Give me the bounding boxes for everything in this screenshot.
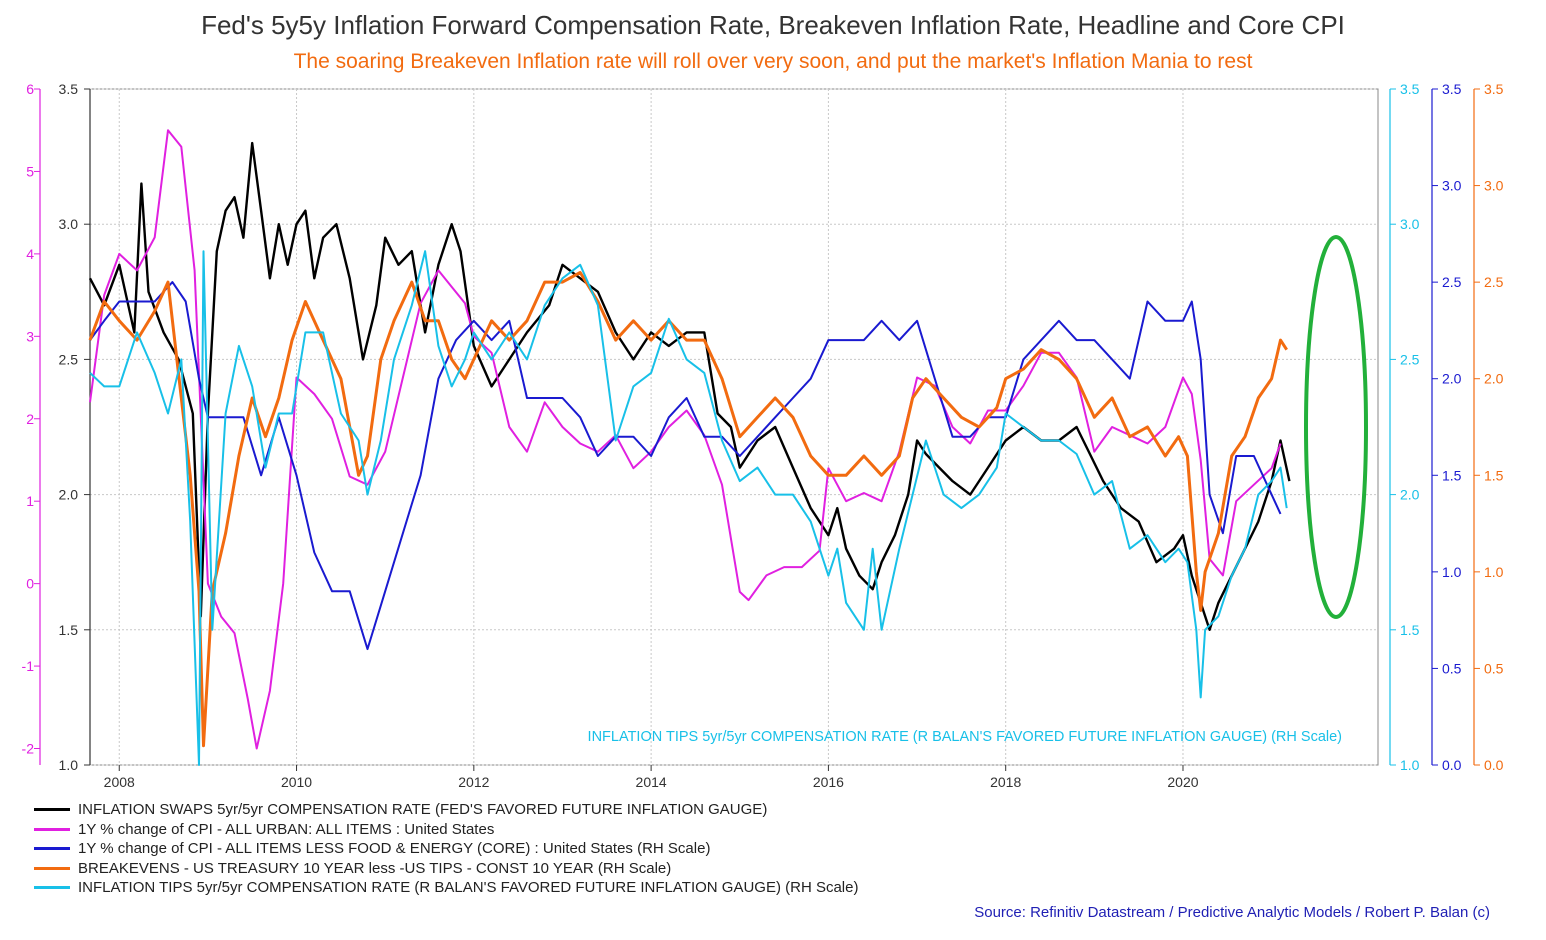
x-tick-label: 2018 [990, 774, 1021, 790]
x-tick-label: 2016 [813, 774, 844, 790]
legend-item: 1Y % change of CPI - ALL URBAN: ALL ITEM… [34, 820, 858, 840]
right_core-tick-label: 1.0 [1442, 564, 1462, 580]
source-note: Source: Refinitiv Datastream / Predictiv… [974, 904, 1490, 921]
right_tips-tick-label: 1.0 [1400, 757, 1420, 773]
left_secondary-tick-label: -1 [22, 658, 35, 674]
right_breakeven-tick-label: 1.0 [1484, 564, 1504, 580]
right_breakeven-tick-label: 0.0 [1484, 757, 1504, 773]
legend-label: INFLATION TIPS 5yr/5yr COMPENSATION RATE… [78, 879, 859, 897]
chart-canvas: 2008 2010 2012 2014 2016 2018 20201.01.52.02.5… [22, 81, 1504, 790]
series-line-5 [89, 250, 1288, 766]
left_secondary-tick-label: 0 [26, 576, 34, 592]
right_tips-tick-label: 2.5 [1400, 351, 1420, 367]
tips-annotation: INFLATION TIPS 5yr/5yr COMPENSATION RATE… [588, 729, 1342, 745]
legend-swatch [34, 866, 70, 870]
plot-frame [89, 88, 1379, 766]
x-tick-label: 2020 [1167, 774, 1198, 790]
right_breakeven-tick-label: 2.0 [1484, 371, 1504, 387]
right_core-tick-label: 3.0 [1442, 178, 1462, 194]
highlight-ellipse [1304, 235, 1368, 619]
right_core-tick-label: 0.5 [1442, 660, 1462, 676]
right_core-tick-label: 0.0 [1442, 757, 1462, 773]
legend-item: 1Y % change of CPI - ALL ITEMS LESS FOOD… [34, 839, 858, 859]
legend-label: 1Y % change of CPI - ALL ITEMS LESS FOOD… [78, 840, 711, 858]
left_primary-tick-label: 3.0 [59, 216, 79, 232]
right_breakeven-tick-label: 3.5 [1484, 81, 1504, 97]
right_breakeven-tick-label: 1.5 [1484, 467, 1504, 483]
legend-swatch [34, 808, 70, 812]
x-tick-label: 2012 [458, 774, 489, 790]
series-line-4 [88, 271, 1288, 748]
right_tips-tick-label: 3.5 [1400, 81, 1420, 97]
left_secondary-tick-label: 3 [26, 328, 34, 344]
series-line-2 [89, 129, 1282, 750]
left_primary-tick-label: 3.5 [59, 81, 79, 97]
chart-title: Fed's 5y5y Inflation Forward Compensatio… [201, 10, 1345, 40]
right_core-tick-label: 2.0 [1442, 371, 1462, 387]
legend-label: BREAKEVENS - US TREASURY 10 YEAR less -U… [78, 859, 672, 877]
x-tick-label: 2010 [281, 774, 312, 790]
left_secondary-tick-label: 5 [26, 163, 34, 179]
series-lines [88, 129, 1291, 766]
left_secondary-tick-label: 2 [26, 411, 34, 427]
left_primary-tick-label: 1.5 [59, 622, 79, 638]
left_primary-tick-label: 1.0 [59, 757, 79, 773]
legend-label: 1Y % change of CPI - ALL URBAN: ALL ITEM… [78, 820, 495, 838]
right_tips-tick-label: 2.0 [1400, 487, 1420, 503]
left_secondary-tick-label: 4 [26, 246, 34, 262]
right_core-tick-label: 3.5 [1442, 81, 1462, 97]
left_secondary-tick-label: 6 [26, 81, 34, 97]
legend-label: INFLATION SWAPS 5yr/5yr COMPENSATION RAT… [78, 801, 768, 819]
right_tips-tick-label: 1.5 [1400, 622, 1420, 638]
x-tick-label: 2014 [636, 774, 667, 790]
highlight-ellipse-layer [1304, 235, 1368, 619]
left_primary-tick-label: 2.0 [59, 487, 79, 503]
right_core-tick-label: 1.5 [1442, 467, 1462, 483]
right_breakeven-tick-label: 2.5 [1484, 274, 1504, 290]
left_secondary-tick-label: 1 [26, 493, 34, 509]
legend-swatch [34, 827, 70, 831]
x-tick-label: 2008 [104, 774, 135, 790]
chart-subtitle: The soaring Breakeven Inflation rate wil… [293, 50, 1253, 73]
right_tips-tick-label: 3.0 [1400, 216, 1420, 232]
gridlines [89, 88, 1379, 766]
legend: INFLATION SWAPS 5yr/5yr COMPENSATION RAT… [34, 800, 858, 898]
legend-swatch [34, 847, 70, 851]
series-line-1 [88, 141, 1291, 631]
legend-swatch [34, 886, 70, 890]
legend-item: BREAKEVENS - US TREASURY 10 YEAR less -U… [34, 859, 858, 879]
legend-item: INFLATION SWAPS 5yr/5yr COMPENSATION RAT… [34, 800, 858, 820]
right_breakeven-tick-label: 3.0 [1484, 178, 1504, 194]
right_breakeven-tick-label: 0.5 [1484, 660, 1504, 676]
axes: 2008 2010 2012 2014 2016 2018 20201.01.52.02.5… [22, 81, 1504, 790]
legend-item: INFLATION TIPS 5yr/5yr COMPENSATION RATE… [34, 878, 858, 898]
right_core-tick-label: 2.5 [1442, 274, 1462, 290]
left_primary-tick-label: 2.5 [59, 351, 79, 367]
left_secondary-tick-label: -2 [22, 741, 35, 757]
